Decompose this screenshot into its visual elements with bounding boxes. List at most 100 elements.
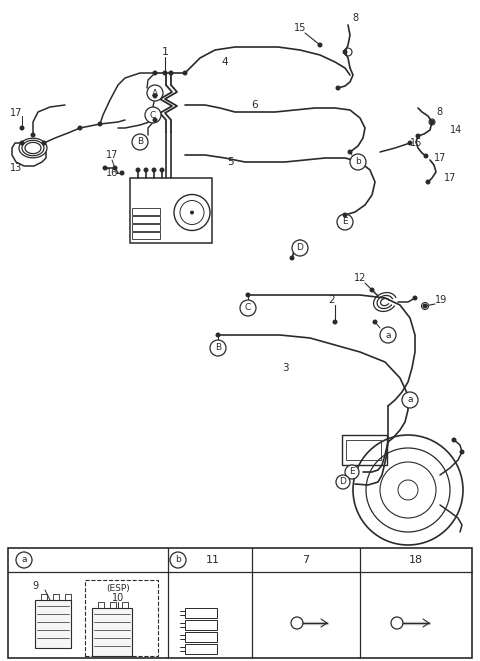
Circle shape [132,134,148,150]
Text: a: a [407,395,413,405]
Bar [346,440,381,460]
Circle shape [336,475,350,489]
Text: 12: 12 [354,273,366,283]
Circle shape [337,214,353,230]
Circle shape [97,122,103,126]
Circle shape [153,118,157,122]
Circle shape [422,303,428,309]
Text: B: B [215,344,221,352]
Bar [130,178,212,243]
Text: 18: 18 [409,555,423,565]
Text: 15: 15 [294,23,306,33]
Circle shape [135,167,141,173]
Bar [132,208,160,215]
Text: 17: 17 [10,108,23,118]
Circle shape [370,288,374,293]
Bar [132,232,160,239]
Text: C: C [245,303,251,313]
Circle shape [31,132,36,137]
Circle shape [343,50,348,54]
Circle shape [170,552,186,568]
Circle shape [348,149,352,155]
Text: 9: 9 [32,581,38,591]
Text: 4: 4 [222,57,228,67]
Circle shape [153,71,157,75]
Circle shape [423,153,429,159]
Bar [85,580,158,656]
Circle shape [145,107,161,123]
Bar [35,600,71,648]
Circle shape [317,42,323,48]
Circle shape [425,180,431,184]
Bar [185,632,217,642]
Circle shape [240,300,256,316]
Text: 13: 13 [10,163,22,173]
Circle shape [459,449,465,455]
Circle shape [416,134,420,139]
Text: 14: 14 [450,125,462,135]
Circle shape [350,154,366,170]
Circle shape [168,71,173,75]
Text: 6: 6 [252,100,258,110]
Text: A: A [152,89,158,98]
Text: D: D [297,243,303,253]
Bar [8,548,472,658]
Circle shape [159,167,165,173]
Circle shape [182,71,188,75]
Circle shape [343,212,348,217]
Text: E: E [342,217,348,227]
Text: 1: 1 [161,47,168,57]
Text: 8: 8 [436,107,442,117]
Circle shape [289,256,295,260]
Circle shape [41,141,47,145]
Circle shape [152,167,156,173]
Text: b: b [355,157,361,167]
Circle shape [163,71,168,75]
Text: 17: 17 [106,150,118,160]
Text: 16: 16 [410,138,422,148]
Circle shape [190,210,194,215]
Circle shape [77,126,83,130]
Circle shape [333,319,337,325]
Circle shape [153,93,157,98]
Text: (ESP): (ESP) [106,584,130,592]
Text: 5: 5 [227,157,233,167]
Circle shape [16,552,32,568]
Bar [132,216,160,223]
Circle shape [120,171,124,176]
Circle shape [20,126,24,130]
Text: b: b [175,555,181,564]
Text: E: E [349,467,355,477]
Text: 11: 11 [206,555,220,565]
Circle shape [372,319,377,325]
Circle shape [345,465,359,479]
Bar [342,435,387,465]
Bar [92,608,132,656]
Circle shape [144,167,148,173]
Text: 2: 2 [329,295,336,305]
Circle shape [408,141,412,145]
Circle shape [292,240,308,256]
Bar [185,620,217,630]
Circle shape [412,295,418,301]
Text: 16: 16 [106,168,118,178]
Text: a: a [21,555,27,564]
Bar [185,608,217,618]
Text: 8: 8 [352,13,358,23]
Circle shape [103,165,108,171]
Bar [132,224,160,231]
Text: 10: 10 [112,593,124,603]
Circle shape [402,392,418,408]
Text: D: D [339,477,347,486]
Text: 3: 3 [282,363,288,373]
Text: 17: 17 [434,153,446,163]
Circle shape [336,85,340,91]
Circle shape [147,85,163,101]
Circle shape [210,340,226,356]
Text: 19: 19 [435,295,447,305]
Circle shape [216,332,220,338]
Text: 7: 7 [302,555,310,565]
Circle shape [380,327,396,343]
Text: B: B [137,137,143,147]
Text: 17: 17 [444,173,456,183]
